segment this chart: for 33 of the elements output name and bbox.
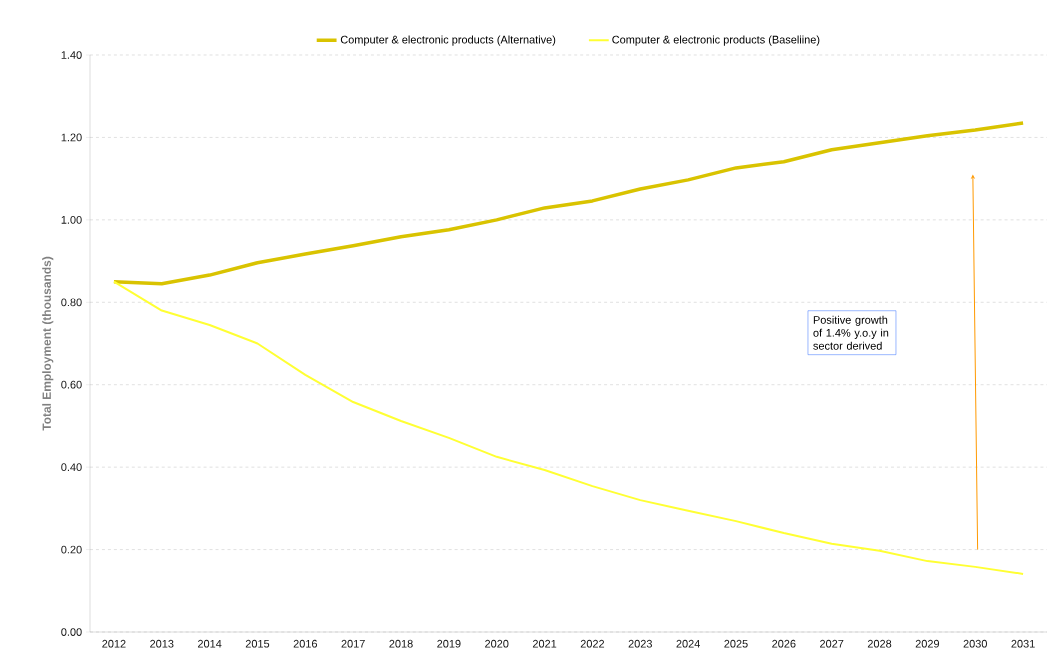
x-tick-label: 2023 (628, 639, 652, 648)
x-tick-label: 2028 (867, 639, 892, 648)
x-tick-label: 2013 (150, 639, 174, 648)
x-tick-label: 2022 (580, 639, 605, 648)
y-tick-label: 0.40 (61, 463, 82, 472)
x-tick-label: 2030 (963, 639, 987, 648)
y-tick-label: 0.00 (61, 628, 82, 636)
x-tick-label: 2017 (341, 639, 365, 648)
x-tick-label: 2026 (772, 639, 796, 648)
x-tick-label: 2025 (724, 639, 748, 648)
y-tick-label: 1.00 (61, 215, 82, 224)
y-tick-label: 0.20 (61, 545, 82, 554)
x-tick-label: 2014 (197, 639, 222, 648)
legend-label: Computer & electronic products (Baseliine) (612, 35, 820, 46)
y-tick-label: 0.60 (61, 380, 82, 389)
x-tick-label: 2019 (437, 639, 461, 648)
x-tick-label: 2012 (102, 639, 126, 648)
x-tick-label: 2015 (245, 639, 270, 648)
y-tick-label: 1.40 (61, 51, 82, 59)
legend-label: Computer & electronic products (Alternative) (340, 35, 556, 46)
y-tick-label: 0.80 (61, 298, 82, 307)
y-axis-title: Total Employment (thousands) (42, 256, 54, 431)
x-tick-label: 2024 (676, 639, 700, 648)
x-tick-label: 2029 (915, 639, 940, 648)
line-series (112, 280, 1025, 575)
x-tick-label: 2027 (820, 639, 844, 648)
y-tick-label: 1.20 (61, 133, 82, 142)
x-tick-label: 2018 (389, 639, 413, 648)
x-tick-label: 2031 (1011, 639, 1035, 648)
x-tick-label: 2021 (532, 639, 557, 648)
x-tick-label: 2020 (485, 639, 509, 648)
x-tick-label: 2016 (293, 639, 318, 648)
annotation: Positive growth of 1.4% y.o.y in sector derived (813, 315, 889, 350)
